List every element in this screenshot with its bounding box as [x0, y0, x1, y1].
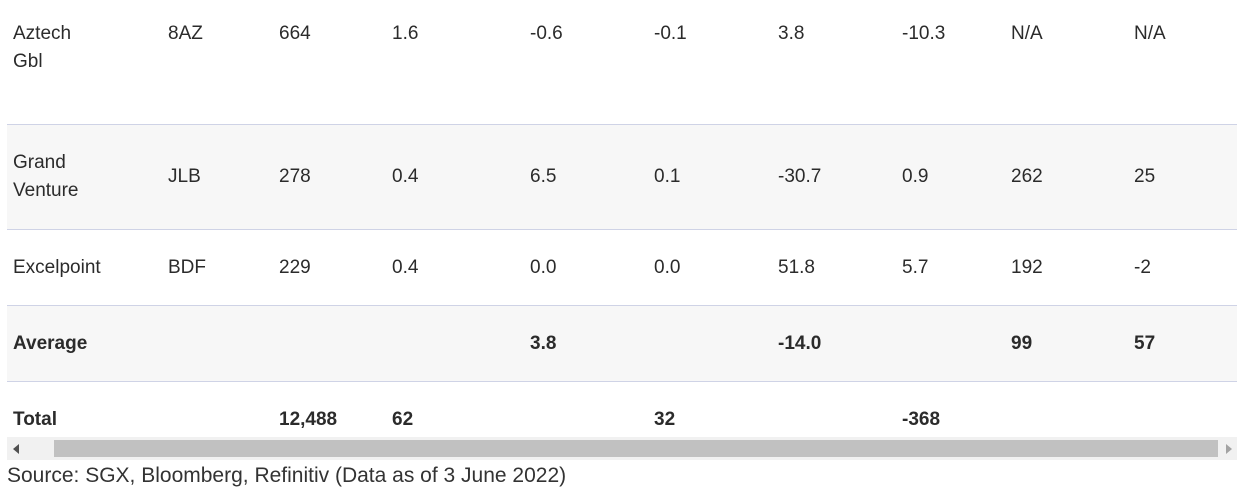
table-cell: 1.6 — [392, 23, 419, 44]
table-cell — [1128, 382, 1237, 438]
table-cell — [162, 382, 273, 438]
table-cell: -368 — [902, 408, 941, 430]
table-cell: 6.5 — [530, 166, 557, 187]
table-cell — [162, 306, 273, 382]
stock-code-cell: BDF — [168, 256, 206, 278]
table-cell: -2 — [1134, 256, 1151, 278]
total-label: Total — [13, 408, 57, 430]
stock-code-cell: 8AZ — [168, 23, 203, 44]
table-cell: -10.3 — [902, 23, 946, 44]
table-cell: 99 — [1011, 332, 1033, 354]
table-cell — [524, 382, 648, 438]
company-name-cell: Grand Venture — [13, 152, 79, 201]
table-cell: 62 — [392, 408, 414, 430]
table-cell: 0.0 — [654, 256, 681, 278]
table-cell: -0.6 — [530, 23, 563, 44]
table-cell: 32 — [654, 408, 676, 430]
table-cell: 3.8 — [778, 23, 805, 44]
table-cell: 57 — [1134, 332, 1156, 354]
table-cell: 3.8 — [530, 332, 557, 354]
table-cell: 278 — [279, 166, 311, 187]
table-cell: 262 — [1011, 166, 1043, 187]
stock-code-cell: JLB — [168, 166, 201, 187]
table-cell: 0.4 — [392, 166, 419, 187]
table-cell: 229 — [279, 256, 311, 278]
table-cell: 12,488 — [279, 408, 338, 430]
table-cell: -30.7 — [778, 166, 822, 187]
table-cell: N/A — [1011, 23, 1043, 44]
table-row: Excelpoint BDF 229 0.4 0.0 0.0 51.8 5.7 … — [7, 229, 1237, 306]
table-cell: N/A — [1134, 23, 1166, 44]
table-cell — [386, 306, 524, 382]
data-table: Aztech Gbl 8AZ 664 1.6 -0.6 -0.1 3.8 -10.… — [7, 0, 1237, 437]
arrow-right-icon — [1225, 443, 1232, 454]
scroll-right-button[interactable] — [1220, 437, 1237, 460]
company-name-cell: Excelpoint — [13, 256, 101, 278]
table-row: Grand Venture JLB 278 0.4 6.5 0.1 -30.7 0… — [7, 124, 1237, 230]
table-cell: 25 — [1134, 166, 1156, 187]
table-cell — [648, 306, 772, 382]
company-name-cell: Aztech Gbl — [13, 23, 72, 72]
arrow-left-icon — [12, 443, 19, 454]
table-cell: 0.1 — [654, 166, 681, 187]
data-table-container: Aztech Gbl 8AZ 664 1.6 -0.6 -0.1 3.8 -10.… — [7, 0, 1237, 437]
table-cell — [1005, 382, 1128, 438]
table-cell: 0.4 — [392, 256, 419, 278]
scrollbar-thumb[interactable] — [54, 440, 1218, 457]
average-row: Average 3.8 -14.0 99 57 — [7, 305, 1237, 382]
table-cell: 51.8 — [778, 256, 815, 278]
source-note: Source: SGX, Bloomberg, Refinitiv (Data … — [7, 464, 567, 487]
table-cell — [772, 382, 896, 438]
table-row: Aztech Gbl 8AZ 664 1.6 -0.6 -0.1 3.8 -10.… — [7, 0, 1237, 125]
table-cell: 664 — [279, 23, 311, 44]
table-cell: 0.9 — [902, 166, 929, 187]
scroll-left-button[interactable] — [7, 437, 24, 460]
total-row: Total 12,488 62 32 -368 — [7, 381, 1237, 438]
table-cell: 5.7 — [902, 256, 929, 278]
table-cell: 0.0 — [530, 256, 557, 278]
table-cell: -0.1 — [654, 23, 687, 44]
average-label: Average — [13, 332, 88, 354]
table-cell: 192 — [1011, 256, 1043, 278]
table-cell — [896, 306, 1005, 382]
table-cell: -14.0 — [778, 332, 822, 354]
table-cell — [273, 306, 386, 382]
horizontal-scrollbar[interactable] — [7, 437, 1237, 460]
